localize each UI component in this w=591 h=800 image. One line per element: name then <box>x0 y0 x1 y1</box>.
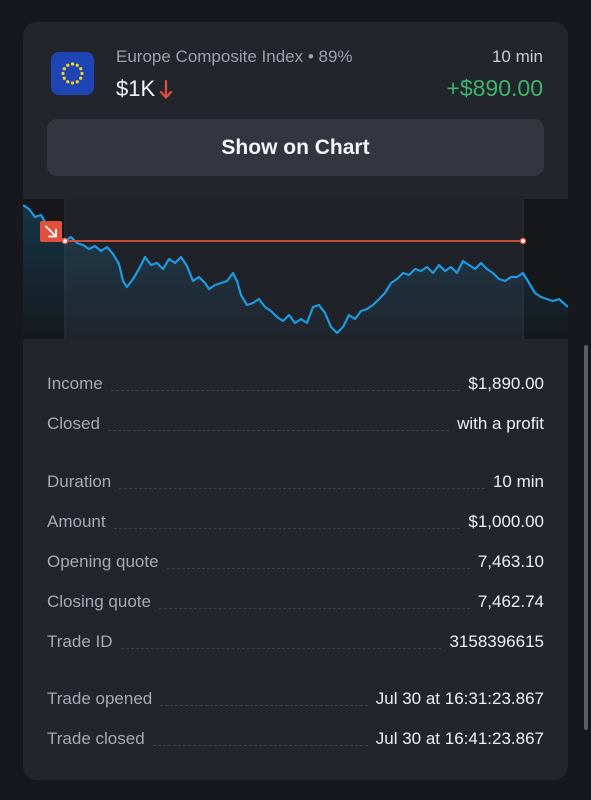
trade-amount-row: $1K <box>116 76 173 102</box>
detail-value: 7,463.10 <box>477 552 544 571</box>
detail-label: Income <box>47 374 103 393</box>
detail-label: Opening quote <box>47 552 159 571</box>
detail-row-closed: Closed with a profit <box>47 410 544 434</box>
arrow-down-icon <box>159 78 173 100</box>
detail-row-amount: Amount $1,000.00 <box>47 508 544 532</box>
scrollbar[interactable] <box>584 345 588 730</box>
exit-point-marker <box>519 237 527 245</box>
detail-label: Trade closed <box>47 729 145 748</box>
detail-row-trade-id: Trade ID 3158396615 <box>47 628 544 652</box>
eu-flag-icon <box>51 52 94 95</box>
detail-label: Trade ID <box>47 632 113 651</box>
detail-value: Jul 30 at 16:31:23.867 <box>375 689 544 708</box>
trade-header: Europe Composite Index • 89% 10 min $1K … <box>23 22 568 122</box>
detail-value: $1,000.00 <box>468 512 544 531</box>
detail-row-income: Income $1,890.00 <box>47 370 544 394</box>
trade-profit: +$890.00 <box>446 75 543 101</box>
detail-label: Closing quote <box>47 592 151 611</box>
detail-value: 10 min <box>492 472 544 491</box>
detail-row-duration: Duration 10 min <box>47 468 544 492</box>
entry-point-marker <box>61 237 69 245</box>
trade-card: Europe Composite Index • 89% 10 min $1K … <box>23 22 568 780</box>
detail-label: Amount <box>47 512 106 531</box>
arrow-down-right-icon <box>40 221 62 242</box>
price-line <box>23 204 568 335</box>
detail-value: $1,890.00 <box>468 374 544 393</box>
detail-label: Trade opened <box>47 689 153 708</box>
trade-duration: 10 min <box>491 47 543 66</box>
detail-value: 7,462.74 <box>477 592 544 611</box>
detail-value: Jul 30 at 16:41:23.867 <box>375 729 544 748</box>
trade-mini-chart <box>23 199 568 339</box>
trade-amount: $1K <box>116 76 156 101</box>
detail-value[interactable]: 3158396615 <box>449 632 544 651</box>
show-on-chart-button[interactable]: Show on Chart <box>47 119 544 176</box>
detail-row-opening-quote: Opening quote 7,463.10 <box>47 548 544 572</box>
asset-name: Europe Composite Index • 89% <box>116 47 353 66</box>
detail-row-trade-opened: Trade opened Jul 30 at 16:31:23.867 <box>47 685 544 709</box>
detail-label: Duration <box>47 472 112 491</box>
detail-value: with a profit <box>457 414 544 433</box>
detail-row-closing-quote: Closing quote 7,462.74 <box>47 588 544 612</box>
detail-label: Closed <box>47 414 100 433</box>
detail-row-trade-closed: Trade closed Jul 30 at 16:41:23.867 <box>47 725 544 749</box>
